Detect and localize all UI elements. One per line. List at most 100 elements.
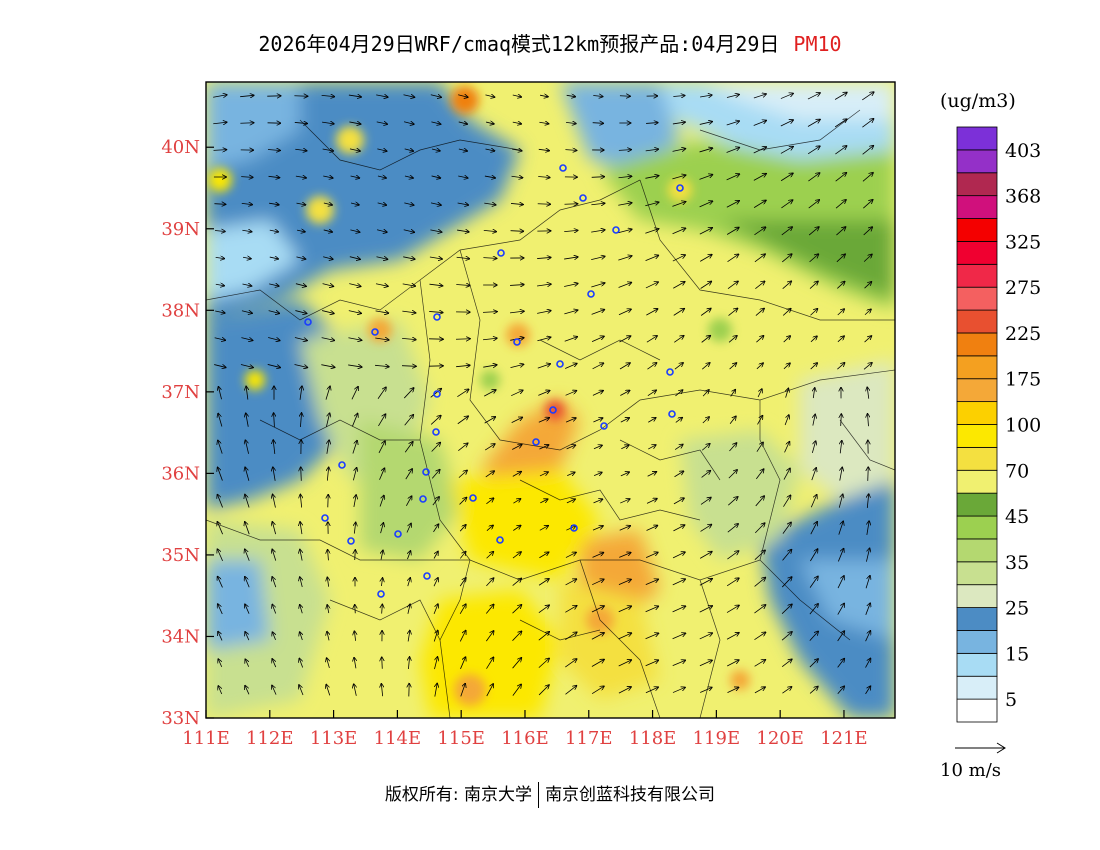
wind-arrow: [327, 632, 329, 641]
x-axis-label: 112E: [246, 728, 294, 749]
wind-arrow: [727, 660, 739, 667]
wind-arrow: [807, 146, 820, 155]
plot-frame: [205, 81, 896, 719]
wind-arrow: [780, 120, 793, 127]
wind-arrow: [272, 577, 277, 588]
wind-arrow: [272, 549, 277, 561]
colorbar-swatch: [956, 241, 998, 265]
wind-arrow: [245, 522, 250, 535]
y-axis-label: 38N: [161, 300, 200, 321]
wind-arrow: [753, 94, 766, 99]
wind-arrow: [484, 176, 495, 178]
wind-arrow: [674, 363, 683, 370]
wind-arrow: [592, 363, 604, 370]
wind-arrow: [323, 176, 333, 178]
colorbar-swatch: [956, 172, 998, 197]
wind-arrow: [811, 441, 815, 454]
wind-arrow: [753, 200, 766, 208]
wind-arrow: [245, 659, 248, 667]
wind-arrow: [241, 311, 252, 313]
wind-arrow: [348, 311, 361, 314]
wind-arrow: [837, 309, 844, 316]
wind-arrow: [404, 415, 414, 426]
wind-arrow: [782, 687, 791, 694]
wind-arrow: [404, 149, 414, 151]
wind-arrow: [645, 282, 658, 289]
wind-arrow: [510, 231, 524, 232]
wind-arrow: [672, 606, 686, 613]
wind-arrow: [378, 441, 385, 454]
wind-arrow: [837, 659, 845, 668]
wind-arrow: [218, 440, 223, 454]
wind-arrow: [486, 498, 493, 505]
title-variable: PM10: [793, 32, 842, 56]
wind-arrow: [726, 174, 740, 181]
wind-arrow: [456, 365, 470, 366]
wind-arrow: [511, 390, 523, 397]
wind-arrow: [381, 684, 382, 697]
wind-arrow: [809, 631, 818, 641]
wind-arrow: [300, 577, 302, 588]
wind-arrow: [781, 577, 792, 588]
wind-arrow: [403, 95, 415, 97]
wind-arrow: [350, 176, 360, 178]
wind-arrow: [566, 445, 576, 450]
wind-arrow: [755, 281, 764, 290]
wind-arrow: [781, 254, 792, 263]
wind-arrow: [376, 230, 387, 232]
wind-arrow: [565, 391, 577, 396]
wind-arrow: [783, 495, 790, 507]
wind-arrow: [323, 230, 333, 232]
wind-arrow: [301, 467, 302, 481]
wind-arrow: [294, 122, 307, 123]
wind-arrow: [808, 173, 819, 182]
wind-arrow: [618, 176, 632, 178]
wind-arrow: [672, 255, 685, 262]
wind-arrow: [483, 312, 497, 313]
wind-arrow: [564, 310, 577, 315]
x-axis-label: 119E: [693, 728, 741, 749]
colorbar-label: 15: [1005, 643, 1029, 665]
wind-arrow: [321, 337, 335, 341]
wind-arrow: [299, 685, 304, 696]
wind-arrow: [295, 149, 306, 151]
wind-arrow: [840, 441, 842, 454]
wind-arrow: [433, 630, 438, 642]
wind-arrow: [349, 257, 360, 260]
wind-arrow: [484, 444, 495, 451]
wind-arrow: [757, 389, 762, 398]
colorbar-label: 403: [1005, 140, 1041, 162]
wind-arrow: [619, 96, 630, 97]
wind-arrow: [354, 495, 356, 508]
wind-arrow: [728, 336, 737, 343]
wind-arrow: [592, 526, 603, 531]
wind-arrow: [540, 499, 547, 504]
wind-arrow: [246, 386, 248, 400]
wind-arrow: [620, 390, 629, 396]
wind-arrow: [272, 605, 277, 614]
wind-arrow: [837, 603, 844, 615]
wind-arrow: [402, 311, 415, 313]
wind-arrow: [753, 120, 767, 126]
wind-arrow: [241, 203, 252, 204]
wind-arrow: [295, 284, 306, 287]
wind-arrow: [699, 175, 713, 180]
wind-arrow: [699, 122, 712, 125]
wind-arrow: [784, 442, 790, 453]
wind-arrow: [591, 256, 605, 260]
x-axis-label: 116E: [501, 728, 549, 749]
wind-arrow: [591, 686, 604, 695]
wind-arrow: [564, 257, 578, 259]
wind-arrow: [648, 445, 656, 450]
wind-arrow: [593, 95, 602, 96]
wind-arrow: [838, 549, 843, 562]
wind-arrow: [753, 147, 767, 154]
y-axis-label: 36N: [161, 463, 200, 484]
wind-arrow: [756, 442, 763, 452]
wind-arrow: [729, 363, 737, 370]
wind-arrow: [646, 123, 658, 124]
colorbar-label: 368: [1005, 186, 1041, 208]
wind-arrow: [217, 495, 223, 508]
wind-arrow: [675, 390, 682, 397]
wind-arrow: [327, 577, 328, 587]
